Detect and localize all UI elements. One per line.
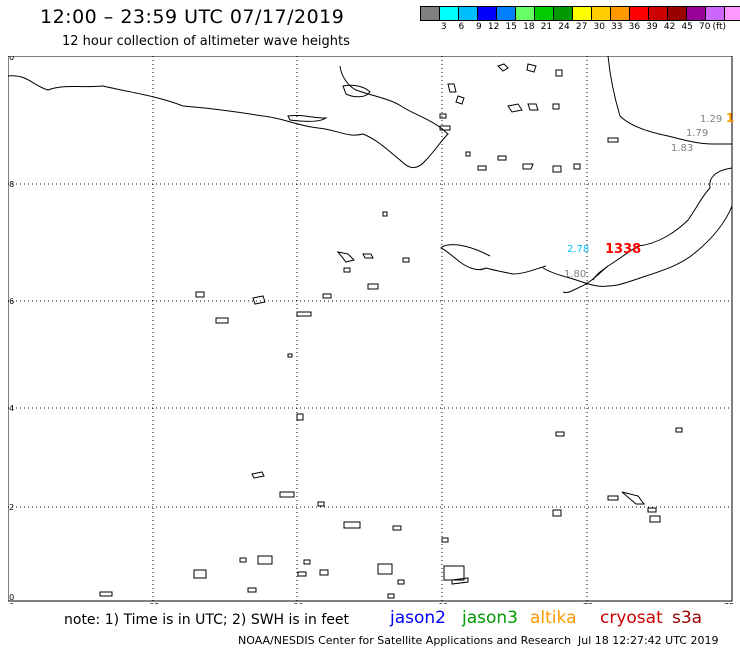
lon-label: 72	[583, 602, 593, 604]
graticule	[8, 56, 732, 601]
lon-label: 60	[8, 602, 14, 604]
colorbar-label: 39	[646, 22, 658, 32]
colorbar-cell	[629, 6, 649, 21]
colorbar-label: 42	[663, 22, 676, 32]
lat-label: 60	[8, 593, 14, 602]
observation-label: 1.29	[700, 114, 722, 125]
colorbar-cell	[591, 6, 611, 21]
colorbar-label: 30	[593, 22, 605, 32]
observation-label: 1	[726, 111, 734, 125]
colorbar-label: 9	[476, 22, 482, 32]
colorbar-label: 24	[558, 22, 570, 32]
credit-line: NOAA/NESDIS Center for Satellite Applica…	[238, 634, 572, 647]
observations: 1.29 1 1.79 1.83 2.78 1338 1.80	[564, 111, 734, 280]
colorbar-cell	[610, 6, 630, 21]
colorbar-cell	[439, 6, 459, 21]
observation-label: 1.83	[671, 143, 693, 154]
footer-note: note: 1) Time is in UTC; 2) SWH is in fe…	[64, 612, 350, 628]
altimeter-map: 70 68 66 64 62 60 60 63 66 69 72 75 1.29…	[8, 56, 734, 604]
colorbar-labels: 3 6 9 12 15 18 21 24 27 30 33 36 39 42 45 70 (ft)	[421, 22, 726, 32]
colorbar-label: 21	[540, 22, 553, 32]
coastline	[8, 56, 733, 293]
wave-height-colorbar	[420, 6, 740, 21]
legend-cryosat: cryosat	[600, 608, 663, 628]
colorbar-unit: (ft)	[712, 22, 727, 32]
islands	[99, 63, 683, 599]
axis-labels: 70 68 66 64 62 60 60 63 66 69 72 75	[8, 56, 734, 604]
lat-label: 70	[8, 56, 14, 62]
colorbar-cell	[534, 6, 554, 21]
colorbar-label: 15	[505, 22, 517, 32]
colorbar-cell	[686, 6, 706, 21]
lon-label: 75	[724, 602, 734, 604]
lon-label: 69	[438, 602, 448, 604]
legend-s3a: s3a	[672, 608, 703, 628]
colorbar-cell	[458, 6, 478, 21]
colorbar-label: 33	[611, 22, 623, 32]
colorbar-cell	[420, 6, 440, 21]
colorbar-cell	[553, 6, 573, 21]
colorbar-label: 18	[523, 22, 535, 32]
colorbar-label: 45	[681, 22, 693, 32]
colorbar-cell	[724, 6, 740, 21]
colorbar-label: 27	[575, 22, 588, 32]
map-frame	[8, 56, 733, 602]
lat-label: 66	[8, 297, 14, 306]
lon-label: 66	[293, 602, 303, 604]
legend-jason3: jason3	[462, 608, 518, 628]
colorbar-cell	[705, 6, 725, 21]
colorbar-cell	[667, 6, 687, 21]
colorbar-cell	[496, 6, 516, 21]
colorbar-cell	[572, 6, 592, 21]
colorbar-label: 3	[440, 22, 447, 32]
observation-label: 1.79	[686, 128, 708, 139]
colorbar-label: 36	[628, 22, 641, 32]
colorbar-label: 12	[487, 22, 500, 32]
lat-label: 62	[8, 503, 14, 512]
observation-label: 1338	[605, 242, 641, 257]
lat-label: 64	[8, 404, 14, 413]
observation-label: 2.78	[567, 244, 589, 255]
legend-altika: altika	[530, 608, 577, 628]
legend-jason2: jason2	[390, 608, 446, 628]
colorbar-cell	[648, 6, 668, 21]
colorbar-cell	[515, 6, 535, 21]
generated-timestamp: Jul 18 12:27:42 UTC 2019	[578, 634, 719, 647]
colorbar-label: 70	[699, 22, 711, 32]
map-title: 12:00 – 23:59 UTC 07/17/2019	[40, 6, 345, 28]
lat-label: 68	[8, 180, 14, 189]
colorbar-cell	[477, 6, 497, 21]
lon-label: 63	[149, 602, 159, 604]
map-subtitle: 12 hour collection of altimeter wave hei…	[62, 34, 350, 49]
observation-label: 1.80	[564, 269, 586, 280]
colorbar-label: 6	[458, 22, 465, 32]
